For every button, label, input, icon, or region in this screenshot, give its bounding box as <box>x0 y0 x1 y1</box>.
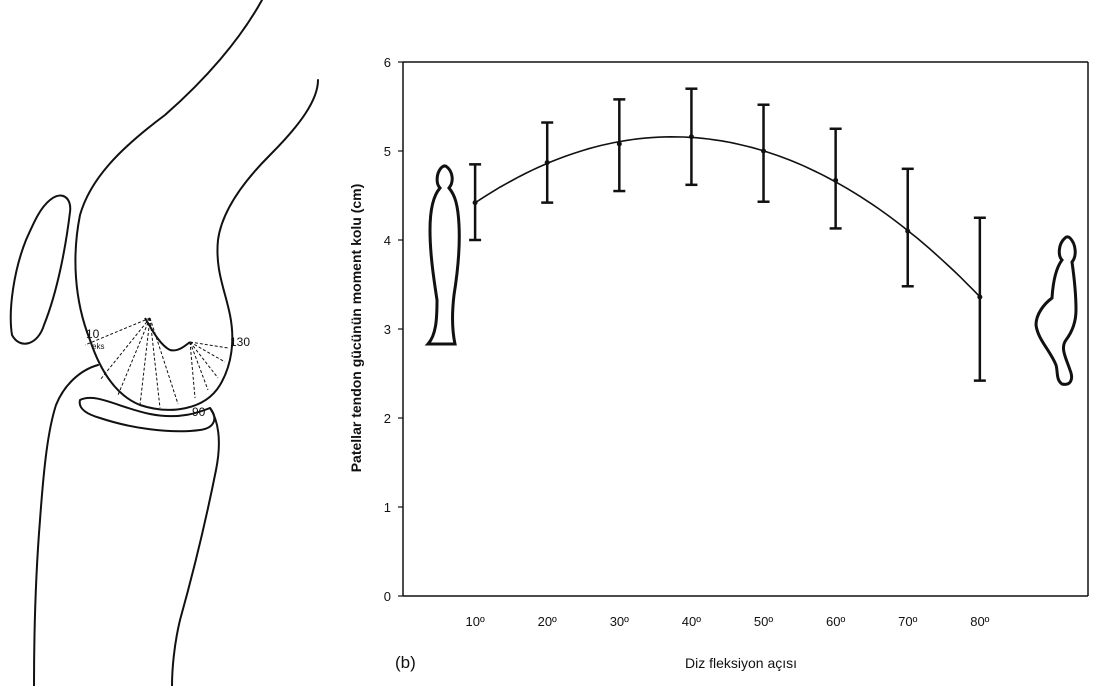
knee-label-130: 130 <box>230 335 250 349</box>
x-axis-label: Diz fleksiyon açısı <box>685 655 797 671</box>
x-ticks: 10º 20º 30º 40º 50º 60º 70º 80º <box>465 614 989 629</box>
x-tick-label: 10º <box>465 614 484 629</box>
chart-axes <box>402 61 1089 597</box>
x-tick-label: 50º <box>754 614 773 629</box>
data-point <box>833 177 839 183</box>
patella-outline <box>9 194 72 345</box>
data-point <box>472 200 478 206</box>
panel-label: (b) <box>395 653 416 672</box>
x-tick-label: 80º <box>970 614 989 629</box>
data-points <box>472 134 983 300</box>
y-ticks: 0 1 2 3 4 5 6 <box>384 55 403 604</box>
data-point <box>688 134 694 140</box>
x-tick-label: 60º <box>826 614 845 629</box>
knee-label-10: 10 <box>86 327 100 341</box>
y-tick-label: 2 <box>384 411 391 426</box>
data-point <box>616 141 622 147</box>
error-bars <box>469 87 986 382</box>
femur-outline <box>74 0 319 411</box>
y-tick-label: 5 <box>384 144 391 159</box>
data-point <box>905 228 911 234</box>
y-tick-label: 4 <box>384 233 391 248</box>
knee-label-90: 90 <box>192 405 206 419</box>
data-point <box>761 148 767 154</box>
y-axis-label: Patellar tendon gücünün moment kolu (cm) <box>348 184 364 473</box>
y-tick-label: 3 <box>384 322 391 337</box>
x-tick-label: 70º <box>898 614 917 629</box>
y-tick-label: 0 <box>384 589 391 604</box>
x-tick-label: 40º <box>682 614 701 629</box>
y-tick-label: 6 <box>384 55 391 70</box>
tibia-outline <box>33 364 99 686</box>
x-tick-label: 30º <box>610 614 629 629</box>
standing-figure-icon <box>424 164 461 346</box>
x-tick-label: 20º <box>538 614 557 629</box>
fit-curve-line <box>474 135 981 298</box>
knee-joint-diagram: 10 eks 130 90 <box>9 0 319 686</box>
knee-label-eks: eks <box>92 342 104 351</box>
y-tick-label: 1 <box>384 500 391 515</box>
squatting-figure-icon <box>1034 235 1078 386</box>
data-point <box>544 160 550 166</box>
meniscus-outline <box>78 396 216 433</box>
data-point <box>977 294 983 300</box>
